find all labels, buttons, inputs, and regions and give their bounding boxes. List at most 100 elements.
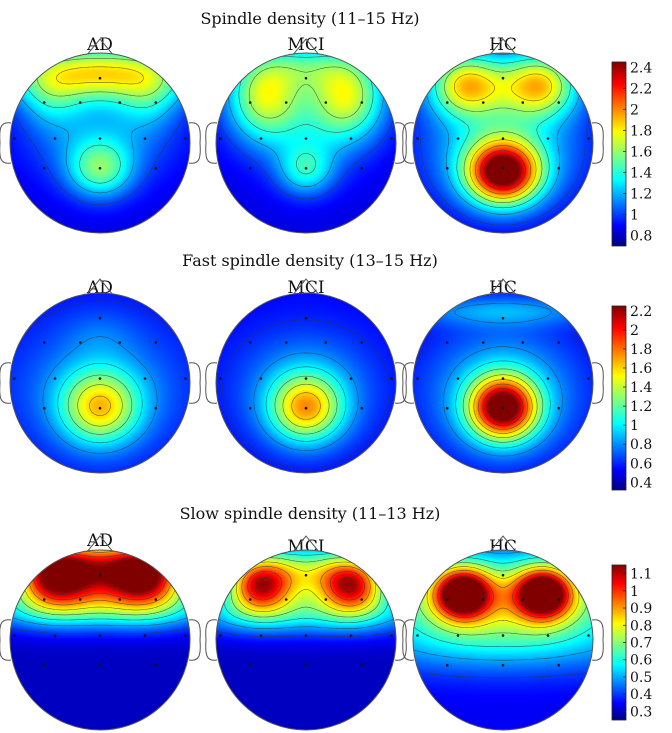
head-outline (9, 52, 191, 234)
electrode-dot (42, 663, 46, 667)
electrode-dot (154, 406, 158, 410)
colorbar-tick-label: 1.1 (630, 567, 652, 583)
electrode-dot (284, 341, 288, 344)
density-map (413, 53, 593, 233)
colorbar-tick-label: 0.3 (630, 704, 652, 720)
colorbar: 1.110.90.8 0.70.60.50.40.3 (611, 564, 652, 721)
electrode-dot (501, 166, 505, 170)
electrode-dot (360, 166, 364, 170)
electrode-dot (557, 598, 561, 601)
electrode-dot (546, 634, 550, 637)
colorbar-tick-label: 0.8 (630, 437, 652, 453)
electrode-dot (445, 406, 449, 410)
colorbar-tick-label: 0.8 (630, 618, 652, 634)
contour-lines (413, 53, 593, 226)
electrode-dot (98, 377, 102, 380)
panel-slow-spindle-density: Slow spindle density (11–13 Hz) AD MCI H… (0, 504, 652, 731)
electrode-dot (324, 341, 328, 344)
electrode-dot (248, 166, 252, 170)
colorbar-tick-label: 1 (630, 418, 639, 434)
colorbar-scale (611, 61, 627, 247)
electrode-dot (416, 634, 419, 637)
electrode-dot (360, 341, 364, 344)
density-map (216, 53, 396, 233)
right-ear-outline (188, 362, 201, 404)
colorbar-tick-label: 2 (630, 102, 639, 118)
colorbar-tick-label: 0.8 (630, 228, 652, 244)
electrode-dot (501, 406, 505, 410)
density-map (216, 550, 396, 730)
electrode-dot (456, 377, 460, 380)
right-ear-outline (394, 122, 407, 164)
right-ear-outline (394, 619, 407, 661)
nose-outline (85, 535, 115, 554)
electrode-dot (143, 137, 147, 140)
electrode-dot (587, 634, 590, 637)
electrode-dot (360, 663, 364, 667)
head-label-mci: MCI (287, 35, 324, 55)
colorbar-tick-label: 0.7 (630, 636, 652, 652)
electrode-dot (456, 634, 460, 637)
electrode-dot (248, 406, 252, 410)
electrode-dot (557, 406, 561, 410)
left-ear-outline (402, 362, 415, 404)
electrode-dot (456, 137, 460, 140)
electrode-dot (557, 341, 561, 344)
electrode-dot (501, 76, 505, 80)
electrode-dot (53, 377, 57, 380)
electrode-dot (284, 598, 288, 601)
electrode-dot (248, 341, 252, 344)
head-map-mci (205, 535, 407, 731)
electrode-dot (248, 101, 252, 104)
colorbar-tick-label: 1.4 (630, 380, 652, 396)
head-outline (9, 292, 191, 474)
electrode-dot (304, 663, 308, 667)
colorbar-tick-label: 1.2 (630, 186, 652, 202)
electrode-dot (98, 406, 102, 410)
electrode-dot (184, 634, 187, 637)
electrode-dot (78, 341, 82, 344)
electrode-dot (445, 341, 449, 344)
electrode-dot (98, 634, 102, 637)
electrode-dot (501, 377, 505, 380)
electrode-dot (304, 634, 308, 637)
right-ear-outline (591, 122, 604, 164)
electrode-dot (259, 377, 263, 380)
colorbar-tick-label: 0.6 (630, 653, 652, 669)
electrode-dot (42, 406, 46, 410)
left-ear-outline (205, 122, 218, 164)
head-outline (215, 549, 397, 731)
right-ear-outline (394, 362, 407, 404)
electrode-dot (445, 663, 449, 667)
electrode-dot (154, 101, 158, 104)
nose-outline (488, 38, 518, 57)
electrode-dot (349, 137, 353, 140)
head-outline (412, 549, 594, 731)
electrode-dot (259, 137, 263, 140)
head-label-hc: HC (489, 35, 517, 55)
left-ear-outline (0, 362, 12, 404)
head-outline (215, 292, 397, 474)
electrode-dot (587, 377, 590, 380)
head-map-hc (402, 278, 604, 474)
electrode-dot (304, 137, 308, 140)
electrode-dot (13, 137, 16, 140)
electrode-dot (304, 377, 308, 380)
colorbar-tick-label: 1.8 (630, 123, 652, 139)
left-ear-outline (0, 122, 12, 164)
colorbar-tick-label: 0.6 (630, 456, 652, 472)
electrode-dot (98, 663, 102, 667)
head-label-ad: AD (86, 35, 113, 55)
electrode-dot (53, 634, 57, 637)
left-ear-outline (205, 619, 218, 661)
electrode-dot (98, 573, 102, 577)
right-ear-outline (188, 619, 201, 661)
colorbar-tick-label: 1.6 (630, 144, 652, 160)
left-ear-outline (402, 122, 415, 164)
electrode-dot (390, 137, 393, 140)
electrode-dot (42, 101, 46, 104)
electrode-dot (259, 634, 263, 637)
electrode-dot (445, 598, 449, 601)
electrode-dot (546, 137, 550, 140)
